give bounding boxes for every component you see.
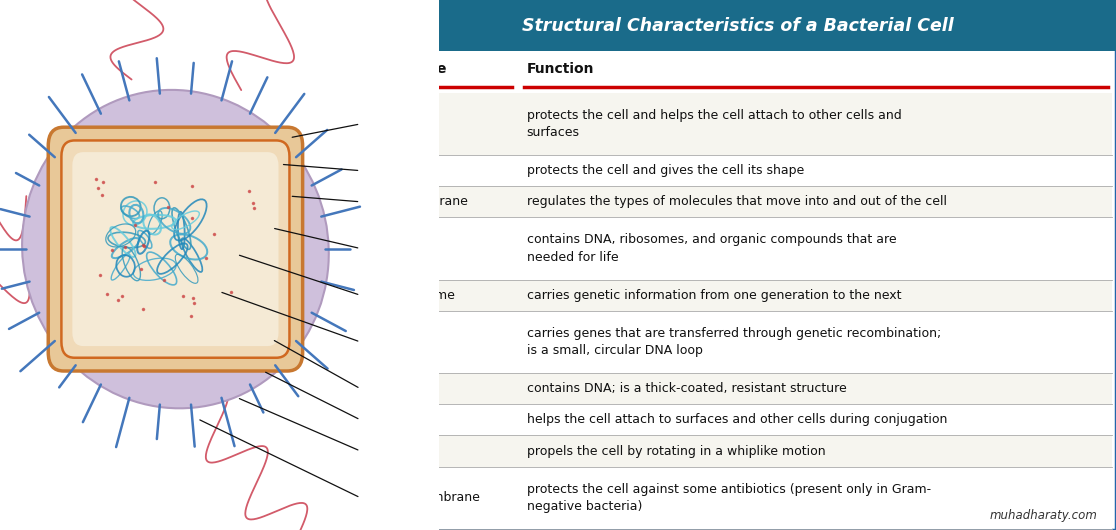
Text: Chromosome: Chromosome	[372, 289, 454, 302]
FancyBboxPatch shape	[61, 140, 289, 358]
Text: Cytoplasm: Cytoplasm	[372, 242, 439, 255]
Text: propels the cell by rotating in a whiplike motion: propels the cell by rotating in a whipli…	[527, 445, 826, 457]
Bar	[364, 373, 1113, 404]
Bar	[364, 311, 1113, 373]
Text: protects the cell and helps the cell attach to other cells and
surfaces: protects the cell and helps the cell att…	[527, 109, 902, 139]
Bar	[364, 217, 1113, 280]
FancyBboxPatch shape	[73, 152, 279, 346]
Text: Structure: Structure	[372, 63, 446, 76]
Text: regulates the types of molecules that move into and out of the cell: regulates the types of molecules that mo…	[527, 195, 946, 208]
Text: protects the cell and gives the cell its shape: protects the cell and gives the cell its…	[527, 164, 804, 177]
Text: Cell membrane: Cell membrane	[372, 195, 468, 208]
Bar	[364, 186, 1113, 217]
Bar	[364, 280, 1113, 311]
Bar	[364, 466, 1113, 529]
Text: carries genes that are transferred through genetic recombination;
is a small, ci: carries genes that are transferred throu…	[527, 327, 941, 357]
Bar	[364, 155, 1113, 186]
Text: muhadharaty.com: muhadharaty.com	[989, 509, 1097, 522]
Bar	[364, 436, 1113, 466]
Text: protects the cell against some antibiotics (present only in Gram-
negative bacte: protects the cell against some antibioti…	[527, 482, 931, 513]
Text: Endospore: Endospore	[372, 382, 437, 395]
FancyBboxPatch shape	[48, 127, 302, 371]
Ellipse shape	[22, 90, 329, 408]
Text: Structural Characteristics of a Bacterial Cell: Structural Characteristics of a Bacteria…	[522, 17, 954, 34]
Text: Pilus: Pilus	[372, 413, 401, 427]
Bar	[360, 0, 1116, 51]
Bar	[364, 93, 1113, 155]
Text: Capsule: Capsule	[372, 118, 422, 130]
Text: Plasmid: Plasmid	[372, 335, 421, 349]
Bar	[364, 404, 1113, 436]
Text: contains DNA, ribosomes, and organic compounds that are
needed for life: contains DNA, ribosomes, and organic com…	[527, 233, 896, 264]
Text: Flagellum: Flagellum	[372, 445, 433, 457]
Text: helps the cell attach to surfaces and other cells during conjugation: helps the cell attach to surfaces and ot…	[527, 413, 947, 427]
Text: carries genetic information from one generation to the next: carries genetic information from one gen…	[527, 289, 902, 302]
Text: Outer membrane: Outer membrane	[372, 491, 480, 504]
Text: contains DNA; is a thick-coated, resistant structure: contains DNA; is a thick-coated, resista…	[527, 382, 846, 395]
Text: Function: Function	[527, 63, 594, 76]
Text: Cell wall: Cell wall	[372, 164, 424, 177]
